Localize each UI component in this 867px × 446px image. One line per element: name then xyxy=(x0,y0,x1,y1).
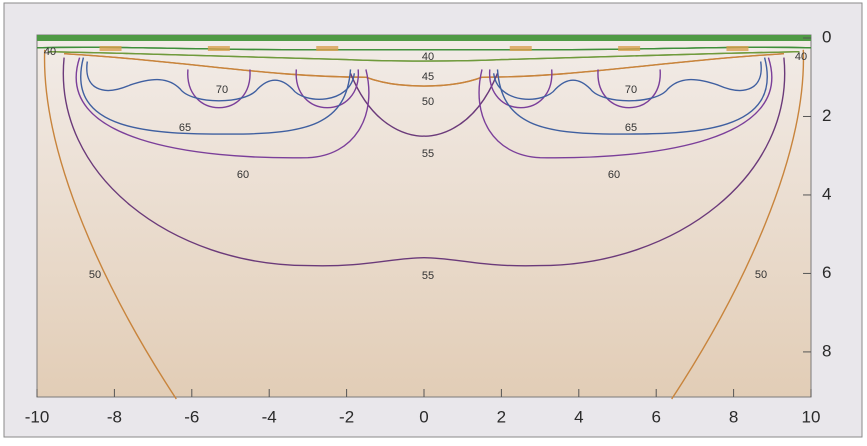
contour-label: 55 xyxy=(422,270,434,282)
contour-label: 70 xyxy=(625,84,637,96)
x-tick-label: -10 xyxy=(25,407,50,426)
contour-label: 50 xyxy=(89,269,101,281)
y-tick-label: 8 xyxy=(822,341,831,360)
y-tick-label: 2 xyxy=(822,106,831,125)
contour-line xyxy=(489,69,553,109)
contour-line xyxy=(496,57,768,135)
x-tick-label: 10 xyxy=(802,407,821,426)
x-tick-label: 2 xyxy=(497,407,506,426)
contour-line xyxy=(493,61,762,102)
y-tick-label: 0 xyxy=(822,27,831,46)
plot-area xyxy=(36,34,812,398)
contour-line xyxy=(43,49,177,400)
contour-line xyxy=(423,73,499,137)
contour-line xyxy=(80,57,352,135)
contour-line xyxy=(478,57,773,159)
x-tick-label: 8 xyxy=(729,407,738,426)
x-tick-label: 4 xyxy=(574,407,583,426)
contour-line xyxy=(295,69,359,109)
contour-label: 40 xyxy=(422,51,434,63)
contour-line xyxy=(349,73,425,137)
contour-line xyxy=(597,69,661,109)
emitter xyxy=(618,46,641,51)
emitter xyxy=(99,46,122,51)
contour-line xyxy=(48,51,800,62)
contour-label: 65 xyxy=(179,122,191,134)
x-tick-label: 0 xyxy=(419,407,428,426)
emitter xyxy=(316,46,339,51)
emitter xyxy=(509,46,532,51)
contour-line xyxy=(86,61,355,102)
emitter xyxy=(207,46,230,51)
y-tick-label: 4 xyxy=(822,184,831,203)
contour-label: 45 xyxy=(422,71,434,83)
surface-band xyxy=(37,35,811,41)
contour-line xyxy=(671,49,805,400)
contour-line xyxy=(75,57,370,159)
contour-label: 70 xyxy=(216,84,228,96)
contour-line xyxy=(36,46,812,51)
y-tick-label: 6 xyxy=(822,263,831,282)
contour-label: 40 xyxy=(795,51,807,63)
emitter xyxy=(726,46,749,51)
contour-label: 40 xyxy=(44,46,56,58)
contour-line xyxy=(423,57,786,267)
contour-label: 50 xyxy=(755,269,767,281)
contour-label: 60 xyxy=(237,169,249,181)
x-tick-label: -2 xyxy=(339,407,354,426)
contour-label: 50 xyxy=(422,96,434,108)
contour-label: 60 xyxy=(608,169,620,181)
x-tick-label: 6 xyxy=(651,407,660,426)
contour-line xyxy=(64,53,784,87)
contour-line xyxy=(187,69,251,109)
x-tick-label: -4 xyxy=(262,407,277,426)
x-tick-label: -6 xyxy=(184,407,199,426)
x-tick-label: -8 xyxy=(107,407,122,426)
contour-label: 65 xyxy=(625,122,637,134)
contour-line xyxy=(62,57,425,267)
contour-label: 55 xyxy=(422,148,434,160)
